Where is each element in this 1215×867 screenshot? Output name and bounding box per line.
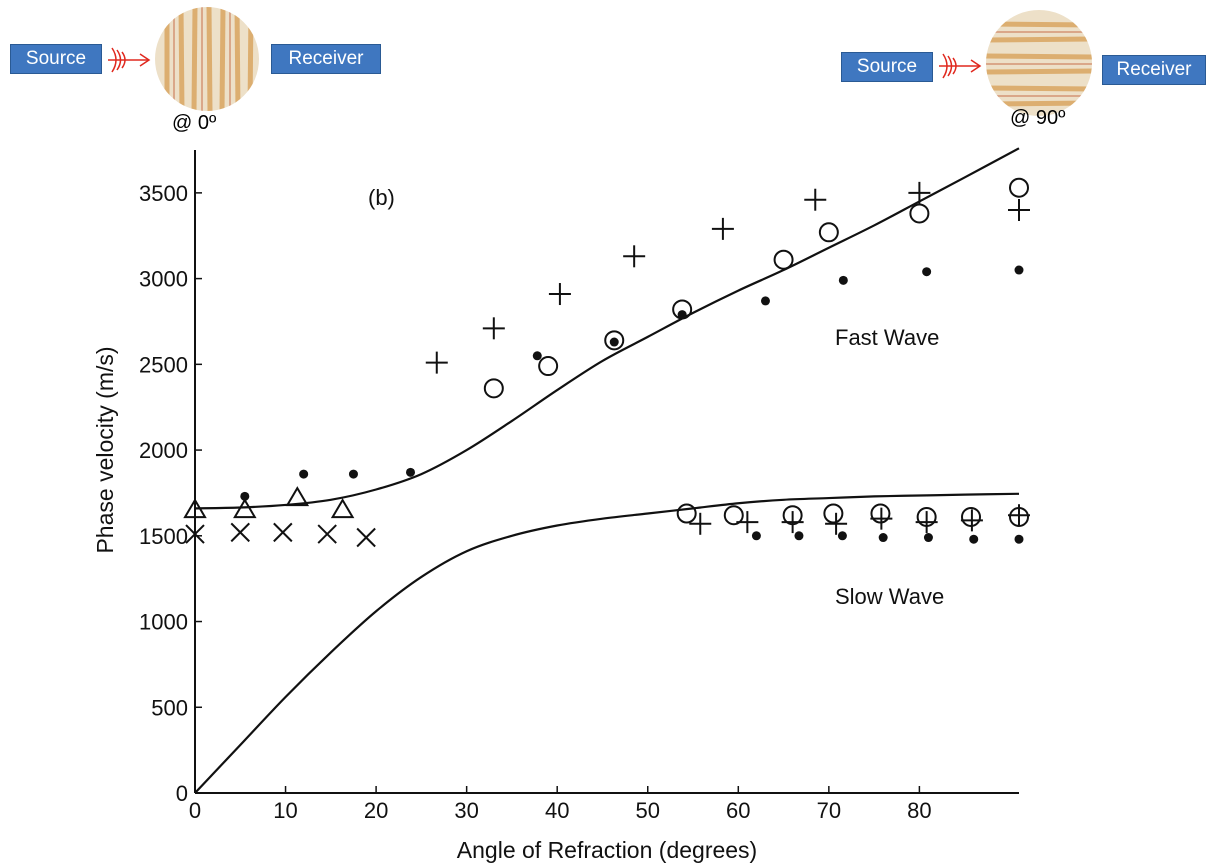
angle-label-left: @ 0º xyxy=(172,112,217,134)
dot-marker xyxy=(532,351,542,361)
y-tick-label: 2500 xyxy=(139,352,188,377)
x-axis-label: Angle of Refraction (degrees) xyxy=(457,837,757,863)
x-tick-label: 20 xyxy=(364,798,388,823)
data-markers xyxy=(183,177,1030,548)
x-tick-label: 10 xyxy=(273,798,297,823)
x-tick-label: 60 xyxy=(726,798,750,823)
x-tick-label: 50 xyxy=(636,798,660,823)
cross-marker xyxy=(356,527,376,548)
cross-marker xyxy=(230,522,250,543)
y-tick-label: 1500 xyxy=(139,524,188,549)
dot-marker xyxy=(794,531,804,541)
receiver-label-right: Receiver xyxy=(1102,55,1206,85)
plus-marker xyxy=(781,511,804,534)
dot-marker xyxy=(240,491,250,501)
dot-marker xyxy=(1014,265,1024,275)
plus-marker xyxy=(825,512,848,535)
sample-disk-left xyxy=(155,7,259,111)
dot-marker xyxy=(837,531,847,541)
cross-marker xyxy=(317,524,337,544)
dot-marker xyxy=(609,337,619,347)
plus-marker xyxy=(425,351,448,374)
dot-marker xyxy=(923,533,933,543)
circle-marker xyxy=(676,503,697,524)
x-tick-label: 80 xyxy=(907,798,931,823)
x-tick-label: 40 xyxy=(545,798,569,823)
triangle-marker xyxy=(183,498,207,519)
dot-marker xyxy=(969,534,979,544)
cross-b xyxy=(356,527,376,548)
wave-arrow-left-icon xyxy=(108,47,151,73)
plus-marker xyxy=(548,283,571,306)
y-tick-label: 1000 xyxy=(139,610,188,635)
plus-marker xyxy=(1008,199,1030,222)
circle-marker xyxy=(823,503,844,524)
dot-marker xyxy=(677,310,687,320)
cross-marker xyxy=(273,522,293,543)
circle-marker xyxy=(483,378,504,399)
circle-marker xyxy=(1009,177,1029,198)
circle-marker xyxy=(961,506,982,527)
x-tick-label: 70 xyxy=(817,798,841,823)
source-label-left: Source xyxy=(10,44,102,74)
cross-marker xyxy=(185,524,205,544)
plus-marker xyxy=(804,188,827,211)
circle-marker xyxy=(604,330,625,351)
circle-marker xyxy=(773,249,794,270)
plus-marker xyxy=(689,512,712,535)
cross-b xyxy=(185,524,205,544)
slow-wave-label: Slow Wave xyxy=(835,584,944,609)
slow-wave-curve xyxy=(194,492,1020,794)
circle-marker xyxy=(1009,506,1029,527)
plus-marker xyxy=(711,217,734,240)
fast-wave-curve xyxy=(194,147,1020,510)
plus-marker xyxy=(482,317,505,340)
dot-marker xyxy=(922,267,932,277)
y-tick-label: 3500 xyxy=(139,181,188,206)
x-tick-label: 30 xyxy=(454,798,478,823)
circle-marker xyxy=(538,356,559,377)
dot-marker xyxy=(838,275,848,285)
chart-axes: 0 10 20 30 40 50 60 70 80 0 500 1000 1500 2000 2500 300… xyxy=(139,150,1019,823)
cross-b xyxy=(273,522,293,543)
circle-marker xyxy=(818,222,839,243)
panel-label: (b) xyxy=(368,185,395,210)
dot-marker xyxy=(299,469,309,479)
circle-marker xyxy=(916,506,937,527)
model-curves xyxy=(194,147,1020,794)
receiver-label-left: Receiver xyxy=(271,44,381,74)
y-axis-label: Phase velocity (m/s) xyxy=(92,346,118,553)
triangle-marker xyxy=(330,498,355,519)
plus-marker xyxy=(908,181,931,204)
x-tick-label: 0 xyxy=(189,798,201,823)
source-label-right: Source xyxy=(841,52,933,82)
angle-label-right: @ 90º xyxy=(1010,107,1066,129)
y-tick-label: 0 xyxy=(176,781,188,806)
dot-marker xyxy=(760,296,770,306)
y-tick-label: 2000 xyxy=(139,438,188,463)
y-tick-label: 3000 xyxy=(139,267,188,292)
plus-marker xyxy=(623,245,646,268)
cross-b xyxy=(317,524,337,544)
wave-arrow-right-icon xyxy=(939,53,982,79)
y-tick-label: 500 xyxy=(151,695,188,720)
cross-b xyxy=(230,522,250,543)
dot-marker xyxy=(751,531,761,541)
circle-marker xyxy=(870,503,891,524)
triangle-marker xyxy=(233,498,257,519)
circle-marker xyxy=(723,505,744,526)
triangle-marker xyxy=(285,486,310,507)
circle-marker xyxy=(909,203,930,224)
fast-wave-label: Fast Wave xyxy=(835,325,939,350)
circle-marker xyxy=(782,505,803,526)
dot-marker xyxy=(878,533,888,543)
dot-marker xyxy=(1014,534,1024,544)
sample-disk-right xyxy=(986,10,1092,116)
dot-marker xyxy=(348,469,358,479)
dot-marker xyxy=(406,467,416,477)
